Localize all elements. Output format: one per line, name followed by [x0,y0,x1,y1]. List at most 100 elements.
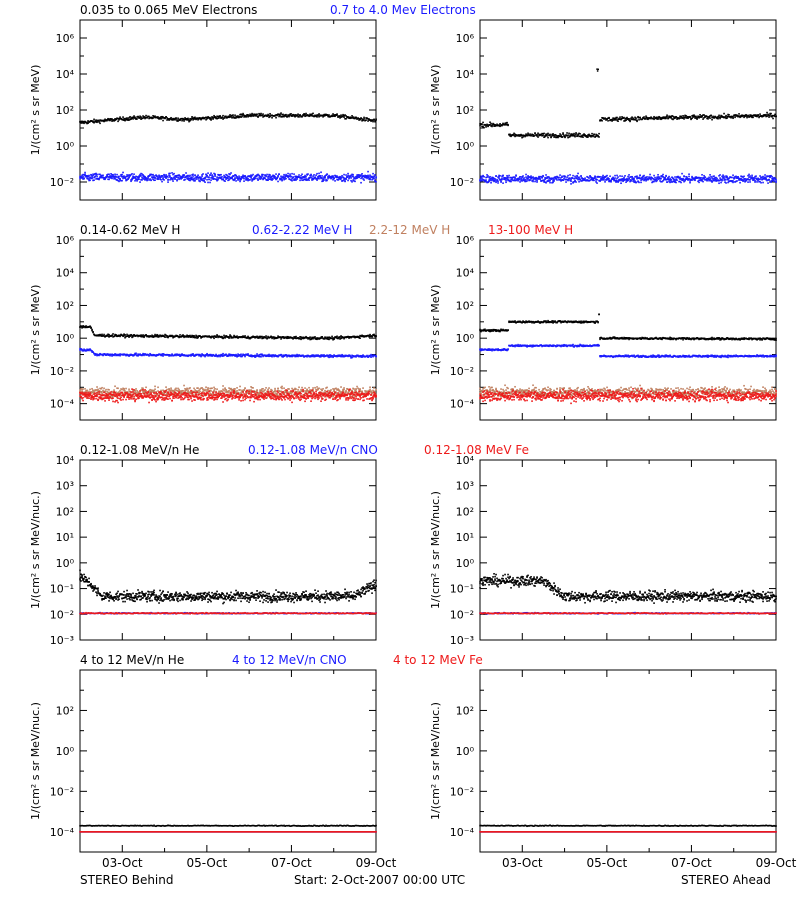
panel-1-series-2-point [216,176,218,178]
panel-3-series-1-point [117,335,119,337]
panel-2-series-3-point [718,182,720,185]
panel-1-series-2-point [326,173,328,175]
panel-3-series-1-point [358,336,360,338]
panel-2-series-3-point [712,178,714,180]
panel-1-series-1-point [282,115,284,118]
panel-2-series-1-point [617,120,619,123]
panel-2-series-1-point [601,116,603,119]
panel-3-series-3-point [143,391,145,393]
panel-2-series-3-point [571,177,573,179]
panel-3-series-3-point [251,394,253,396]
panel-3-series-3-point [224,388,226,390]
panel-1-series-2-point [350,174,352,177]
panel-2-series-3-point [582,179,584,182]
panel-2-series-1-point [645,115,647,118]
panel-2-series-3-point [503,178,505,180]
panel-3-series-3-point [240,391,242,394]
panel-1-series-2-point [353,180,355,182]
panel-2-series-1-point [577,134,579,136]
panel-2-series-1-point [566,132,568,134]
panel-2-series-1-point [551,133,553,136]
panel-3-series-3-point [255,393,257,395]
panel-3-series-2-point [206,352,208,355]
panel-2-series-1-point [686,115,688,118]
panel-2-series-1-point [775,115,777,117]
panel-1-series-2-point [207,172,209,174]
panel-3-series-2-point [153,354,155,356]
panel-1-series-1-point [364,119,366,122]
panel-1-series-2-point [232,175,234,177]
panel-1-series-1-point [281,116,283,118]
panel-2-series-3-point [487,175,489,177]
panel-1-series-2-point [264,177,266,180]
panel-2-series-3-point [713,179,715,182]
panel-1-series-1-point [338,115,340,117]
panel-3-series-3-point [219,391,221,393]
panel-3-series-1-point [364,335,366,338]
panel-2-series-1-point [525,134,527,137]
panel-2-series-1-point [701,116,703,118]
panel-2-series-1-point [498,124,500,126]
panel-1-series-2-point [230,172,232,174]
panel-2-series-1-point [599,119,601,121]
panel-3-series-2-point [198,354,200,357]
panel-3-series-2-point [355,355,357,357]
panel-2-series-1-point [584,135,586,137]
panel-1-series-1-point [303,113,305,115]
panel-1-series-2-point [262,178,264,181]
panel-2-series-3-point [592,178,594,180]
panel-1-series-2-point [247,175,249,178]
panel-1-series-1-point [179,118,181,121]
panel-2-series-3-point [552,181,554,184]
panel-2-series-1-point [747,114,749,117]
panel-1-series-1-point [340,116,342,118]
panel-2-series-3-point [507,176,509,179]
panel-2-series-3-point [601,176,603,178]
panel-3-series-2-point [249,354,251,357]
panel-2-series-3-point [526,180,528,182]
panel-3-series-2-point [360,356,362,358]
panel-1-series-1-point [331,115,333,118]
panel-2-series-3-point [623,178,625,180]
panel-2-series-3-point [600,179,602,181]
panel-3-series-2-point [344,354,346,357]
panel-1-series-1-point [265,114,267,117]
panel-2-series-3-point [584,177,586,179]
panel-2-series-3-point [519,176,521,178]
panel-2-series-1-point [660,118,662,121]
panel-2-series-1-point [611,120,613,122]
panel-1-series-2-point [239,180,241,183]
panel-2-series-3-point [620,179,622,182]
panel-1-series-1-point [227,116,229,118]
panel-3-series-1-point [159,334,161,337]
panel-3-series-3-point [245,395,247,398]
panel-3-series-2-point [201,353,203,355]
panel-1-series-2-point [312,178,314,181]
panel-3-series-2-point [235,355,237,357]
panel-1-series-2-point [199,178,201,180]
panel-3-series-3-point [128,388,130,391]
panel-2-series-1-point [718,116,720,119]
panel-3-series-2-point [329,354,331,356]
panel-2-series-3-point [652,177,654,180]
panel-1-series-1-point [330,115,332,117]
panel-1-series-2-point [192,175,194,177]
panel-1-series-2-point [86,175,88,178]
panel-3-series-1-point [219,336,221,338]
panel-3-series-3-point [256,389,258,391]
panel-2-series-1-point [604,117,606,120]
panel-1-series-2-point [336,175,338,177]
panel-3-series-2-point [173,354,175,357]
panel-2-series-3-point [697,180,699,183]
panel-1-series-2-point [176,179,178,182]
panel-3-series-3-point [188,387,190,390]
panel-3-series-2-point [295,355,297,358]
panel-2-series-3-point [516,178,518,181]
panel-3-series-1-point [283,336,285,339]
panel-2-series-3-point [668,178,670,181]
panel-2-series-1-point [589,135,591,137]
panel-3-series-3-point [123,388,125,391]
panel-3-series-1-point [355,336,357,338]
panel-2-series-1-point [554,136,556,138]
panel-3-series-3-point [92,391,94,394]
